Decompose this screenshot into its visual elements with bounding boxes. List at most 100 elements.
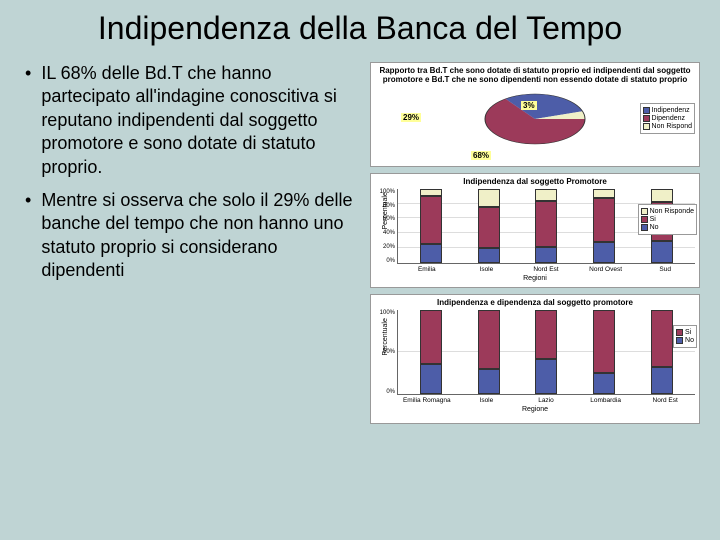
legend-label: Dipendenz — [652, 115, 685, 122]
pie-chart: Rapporto tra Bd.T che sono dotate di sta… — [370, 62, 700, 167]
bar-segment — [420, 244, 442, 263]
bar1-y-axis: Percentuale 100% 80% 60% 40% 20% 0% — [375, 189, 397, 264]
y-tick: 0% — [375, 258, 395, 264]
x-label: Nord Est — [635, 397, 695, 404]
x-label: Sud — [635, 266, 695, 273]
pie-svg — [465, 89, 605, 149]
legend-label: Non Risponde — [650, 208, 694, 215]
bar-segment — [535, 201, 557, 247]
bar-segment — [478, 207, 500, 248]
legend-item: Non Rispond — [643, 123, 692, 130]
bar-segment — [651, 310, 673, 367]
legend-item: Si — [641, 216, 694, 223]
bar — [478, 310, 500, 394]
x-label: Lazio — [516, 397, 576, 404]
bar1-title: Indipendenza dal soggetto Promotore — [375, 178, 695, 187]
bar-segment — [593, 242, 615, 263]
bar1-y-label: Percentuale — [382, 192, 389, 229]
bar — [420, 310, 442, 394]
y-tick: 100% — [375, 310, 395, 316]
bar — [593, 310, 615, 394]
pie-legend: Indipendenz Dipendenz Non Rispond — [640, 103, 695, 134]
bar1-legend: Non Risponde Si No — [638, 204, 697, 235]
legend-label: Si — [650, 216, 656, 223]
legend-item: Indipendenz — [643, 107, 692, 114]
bar — [535, 189, 557, 263]
bar-segment — [535, 359, 557, 394]
legend-item: Dipendenz — [643, 115, 692, 122]
bar-chart-2: Indipendenza e dipendenza dal soggetto p… — [370, 294, 700, 424]
bar-segment — [420, 196, 442, 244]
bar-segment — [420, 189, 442, 196]
content-row: • IL 68% delle Bd.T che hanno partecipat… — [20, 62, 700, 424]
bar — [651, 310, 673, 394]
legend-swatch — [676, 337, 683, 344]
y-tick: 20% — [375, 244, 395, 250]
bar-segment — [420, 364, 442, 393]
bar2-y-axis: Percentuale 100% 50% 0% — [375, 310, 397, 395]
bar-segment — [478, 369, 500, 394]
bar-segment — [593, 310, 615, 373]
bar2-body: Percentuale 100% 50% 0% Si No — [375, 310, 695, 395]
bar — [478, 189, 500, 263]
bar — [420, 189, 442, 263]
legend-item: No — [641, 224, 694, 231]
bar-segment — [593, 373, 615, 394]
bar2-plot-area — [397, 310, 695, 395]
bullet-text: Mentre si osserva che solo il 29% delle … — [41, 189, 360, 283]
bar-segment — [651, 367, 673, 394]
x-label: Nord Est — [516, 266, 576, 273]
bar-segment — [420, 310, 442, 365]
legend-label: No — [650, 224, 659, 231]
pie-label-3: 3% — [521, 101, 537, 110]
legend-swatch — [641, 224, 648, 231]
bar2-title: Indipendenza e dipendenza dal soggetto p… — [375, 299, 695, 308]
y-tick: 40% — [375, 230, 395, 236]
bar — [593, 189, 615, 263]
bar-segment — [651, 189, 673, 202]
x-label: Lombardia — [576, 397, 636, 404]
bar-segment — [593, 198, 615, 242]
page-title: Indipendenza della Banca del Tempo — [20, 10, 700, 47]
bar-segment — [478, 189, 500, 208]
x-label: Emilia — [397, 266, 457, 273]
bar2-legend: Si No — [673, 325, 697, 348]
bar1-body: Percentuale 100% 80% 60% 40% 20% 0% — [375, 189, 695, 264]
text-column: • IL 68% delle Bd.T che hanno partecipat… — [20, 62, 360, 424]
pie-label-29: 29% — [401, 113, 421, 122]
x-label: Isole — [457, 397, 517, 404]
pie-chart-title: Rapporto tra Bd.T che sono dotate di sta… — [375, 67, 695, 85]
legend-item: No — [676, 337, 694, 344]
legend-label: Non Rispond — [652, 123, 692, 130]
bar2-x-labels: Emilia RomagnaIsoleLazioLombardiaNord Es… — [375, 397, 695, 404]
bullet-dot-icon: • — [25, 62, 31, 179]
x-label: Emilia Romagna — [397, 397, 457, 404]
pie-label-68: 68% — [471, 151, 491, 160]
bullet-item: • IL 68% delle Bd.T che hanno partecipat… — [20, 62, 360, 179]
bar-segment — [478, 248, 500, 263]
charts-column: Rapporto tra Bd.T che sono dotate di sta… — [370, 62, 700, 424]
legend-label: Si — [685, 329, 691, 336]
y-tick: 0% — [375, 389, 395, 395]
bar — [535, 310, 557, 394]
legend-label: No — [685, 337, 694, 344]
legend-swatch — [676, 329, 683, 336]
legend-item: Non Risponde — [641, 208, 694, 215]
legend-label: Indipendenz — [652, 107, 690, 114]
legend-swatch — [641, 216, 648, 223]
x-label: Nord Ovest — [576, 266, 636, 273]
bar1-x-labels: EmiliaIsoleNord EstNord OvestSud — [375, 266, 695, 273]
legend-item: Si — [676, 329, 694, 336]
bar-segment — [593, 189, 615, 198]
bar-segment — [478, 310, 500, 369]
legend-swatch — [643, 115, 650, 122]
bar-segment — [535, 189, 557, 201]
legend-swatch — [643, 107, 650, 114]
legend-swatch — [641, 208, 648, 215]
bar1-x-title: Regioni — [375, 275, 695, 282]
bar-segment — [535, 247, 557, 263]
bar2-y-label: Percentuale — [382, 318, 389, 355]
bar2-x-title: Regione — [375, 406, 695, 413]
bar-segment — [535, 310, 557, 359]
bar-chart-1: Indipendenza dal soggetto Promotore Perc… — [370, 173, 700, 288]
